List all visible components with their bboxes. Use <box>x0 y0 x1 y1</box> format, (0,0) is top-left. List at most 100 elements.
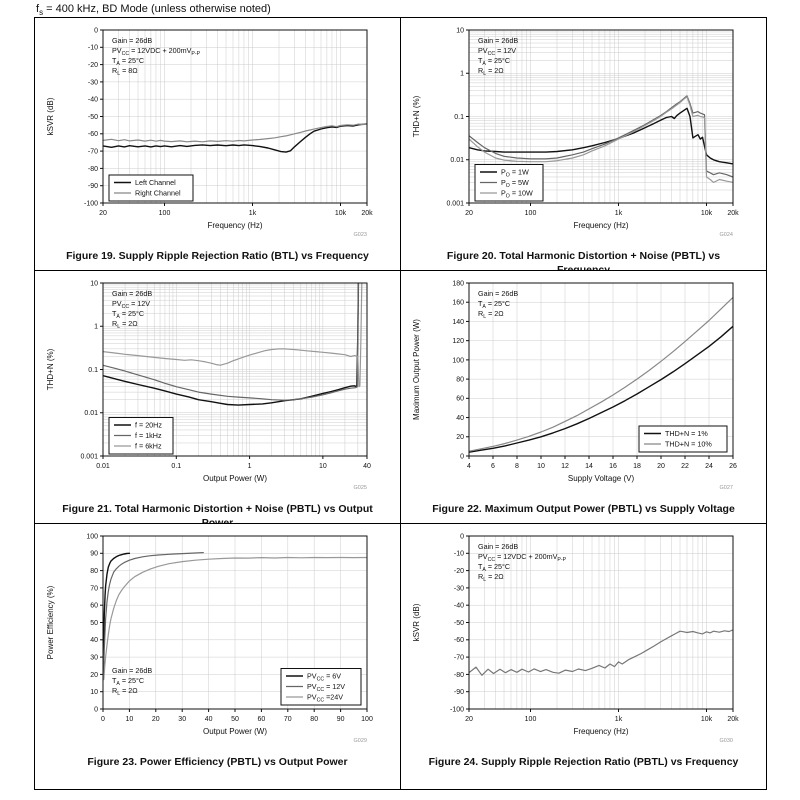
svg-text:60: 60 <box>257 716 265 723</box>
svg-text:-60: -60 <box>453 637 463 644</box>
svg-text:10k: 10k <box>700 716 712 723</box>
svg-text:100: 100 <box>86 533 98 540</box>
svg-text:-20: -20 <box>453 568 463 575</box>
svg-text:20: 20 <box>465 210 473 217</box>
svg-text:f = 20Hz: f = 20Hz <box>135 421 162 430</box>
svg-text:1k: 1k <box>248 210 256 217</box>
svg-text:-80: -80 <box>87 166 97 173</box>
svg-text:0: 0 <box>94 706 98 713</box>
figure-19-caption: Figure 19. Supply Ripple Rejection Ratio… <box>66 250 369 262</box>
figure-20-caption: Figure 20. Total Harmonic Distortion + N… <box>446 250 721 271</box>
svg-text:-10: -10 <box>453 551 463 558</box>
svg-text:-70: -70 <box>453 655 463 662</box>
svg-text:20: 20 <box>456 434 464 441</box>
svg-text:kSVR (dB): kSVR (dB) <box>46 97 55 135</box>
svg-text:Gain = 26dB: Gain = 26dB <box>478 289 518 298</box>
svg-text:G025: G025 <box>353 485 366 491</box>
svg-text:0.1: 0.1 <box>171 463 181 470</box>
figure-21-chart: 0.01 0.1 1 10 40 10 1 0.1 0.01 0.001 Output Power … <box>35 273 400 503</box>
svg-text:-60: -60 <box>87 131 97 138</box>
svg-text:12: 12 <box>561 463 569 470</box>
svg-text:20: 20 <box>99 210 107 217</box>
svg-text:1k: 1k <box>614 210 622 217</box>
svg-text:PVCC = 12V: PVCC = 12V <box>112 299 150 310</box>
figure-23-cell: 0 10 20 30 40 50 60 70 80 90 100 0 10 20 30 40 50 60 70 80 9… <box>35 524 401 789</box>
svg-text:G023: G023 <box>353 232 366 238</box>
svg-text:kSVR (dB): kSVR (dB) <box>412 603 421 641</box>
svg-text:TA = 25°C: TA = 25°C <box>478 56 510 67</box>
svg-text:22: 22 <box>681 463 689 470</box>
svg-text:10: 10 <box>537 463 545 470</box>
svg-text:90: 90 <box>90 551 98 558</box>
figure-20-cell: 20 100 1k 10k 20k 10 1 0.1 0.01 0.001 Frequency (H… <box>401 18 766 271</box>
svg-text:RL = 2Ω: RL = 2Ω <box>478 66 504 77</box>
svg-text:Supply Voltage (V): Supply Voltage (V) <box>567 474 634 483</box>
svg-text:RL = 2Ω: RL = 2Ω <box>478 572 504 583</box>
figure-23-caption: Figure 23. Power Efficiency (PBTL) vs Ou… <box>87 756 348 768</box>
svg-text:100: 100 <box>452 357 464 364</box>
svg-text:10: 10 <box>318 463 326 470</box>
svg-text:100: 100 <box>524 716 536 723</box>
conditions-subscript: s <box>39 8 44 18</box>
svg-text:20: 20 <box>465 716 473 723</box>
svg-text:Gain = 26dB: Gain = 26dB <box>112 289 152 298</box>
chart-svg: 20 100 1k 10k 20k 0 -10 -20 -30 -40 -50 -60 -70 -80 -9… <box>412 533 739 744</box>
svg-text:Left Channel: Left Channel <box>135 178 176 187</box>
svg-text:6: 6 <box>491 463 495 470</box>
svg-text:20k: 20k <box>727 716 739 723</box>
svg-text:140: 140 <box>452 319 464 326</box>
svg-text:THD+N (%): THD+N (%) <box>46 348 55 390</box>
svg-text:-50: -50 <box>87 114 97 121</box>
chart-svg: 20 100 1k 10k 20k 0 -10 -20 -30 -40 -50 -60 -70 -80 -9… <box>46 27 373 238</box>
svg-text:10k: 10k <box>700 210 712 217</box>
svg-text:180: 180 <box>452 280 464 287</box>
figure-19-chart: 20 100 1k 10k 20k 0 -10 -20 -30 -40 -50 -60 -70 -80 -9… <box>35 20 400 250</box>
svg-text:TA = 25°C: TA = 25°C <box>112 56 144 67</box>
svg-text:Frequency (Hz): Frequency (Hz) <box>573 727 628 736</box>
svg-text:120: 120 <box>452 338 464 345</box>
svg-text:RL = 2Ω: RL = 2Ω <box>112 686 138 697</box>
svg-text:30: 30 <box>90 655 98 662</box>
svg-text:PO = 10W: PO = 10W <box>501 189 533 200</box>
svg-text:-90: -90 <box>453 689 463 696</box>
svg-text:26: 26 <box>729 463 737 470</box>
svg-text:0.1: 0.1 <box>88 367 98 374</box>
svg-text:0: 0 <box>460 453 464 460</box>
svg-text:0.001: 0.001 <box>446 200 464 207</box>
svg-text:PVCC = 12V: PVCC = 12V <box>478 46 516 57</box>
svg-text:14: 14 <box>585 463 593 470</box>
conditions-note: fs = 400 kHz, BD Mode (unless otherwise … <box>36 3 271 17</box>
chart-canvas-figure-19: 20 100 1k 10k 20k 0 -10 -20 -30 -40 -50 -60 -70 -80 -9… <box>39 20 397 250</box>
figure-22-caption: Figure 22. Maximum Output Power (PBTL) v… <box>432 503 735 515</box>
figure-22-chart: 4 6 8 10 12 14 16 18 20 22 24 26 0 20 40 60 80 100 120 140 1… <box>401 273 766 503</box>
svg-text:0.001: 0.001 <box>80 453 98 460</box>
figure-24-cell: 20 100 1k 10k 20k 0 -10 -20 -30 -40 -50 -60 -70 -80 -9… <box>401 524 766 789</box>
figures-grid: 20 100 1k 10k 20k 0 -10 -20 -30 -40 -50 -60 -70 -80 -9… <box>34 17 767 790</box>
svg-text:20k: 20k <box>361 210 373 217</box>
svg-text:18: 18 <box>633 463 641 470</box>
svg-text:Output Power (W): Output Power (W) <box>202 727 266 736</box>
figure-21-caption: Figure 21. Total Harmonic Distortion + N… <box>62 503 373 524</box>
svg-text:20: 20 <box>657 463 665 470</box>
svg-text:8: 8 <box>515 463 519 470</box>
svg-text:40: 40 <box>204 716 212 723</box>
svg-text:10k: 10k <box>334 210 346 217</box>
svg-text:-100: -100 <box>449 706 463 713</box>
conditions-rest: = 400 kHz, BD Mode (unless otherwise not… <box>43 3 271 15</box>
svg-text:50: 50 <box>90 620 98 627</box>
svg-text:40: 40 <box>90 637 98 644</box>
svg-text:Gain = 26dB: Gain = 26dB <box>478 36 518 45</box>
svg-text:70: 70 <box>90 585 98 592</box>
svg-text:40: 40 <box>456 415 464 422</box>
svg-text:PO = 1W: PO = 1W <box>501 168 529 179</box>
svg-text:1: 1 <box>460 71 464 78</box>
chart-canvas-figure-23: 0 10 20 30 40 50 60 70 80 90 100 0 10 20 30 40 50 60 70 80 9… <box>39 526 397 756</box>
svg-text:TA = 25°C: TA = 25°C <box>478 562 510 573</box>
svg-text:0.01: 0.01 <box>96 463 110 470</box>
svg-text:-40: -40 <box>87 97 97 104</box>
svg-text:Frequency (Hz): Frequency (Hz) <box>207 221 262 230</box>
svg-text:0: 0 <box>94 27 98 34</box>
svg-text:PVCC =24V: PVCC =24V <box>307 693 343 704</box>
figure-24-chart: 20 100 1k 10k 20k 0 -10 -20 -30 -40 -50 -60 -70 -80 -9… <box>401 526 766 756</box>
svg-text:Power Efficiency (%): Power Efficiency (%) <box>46 585 55 659</box>
